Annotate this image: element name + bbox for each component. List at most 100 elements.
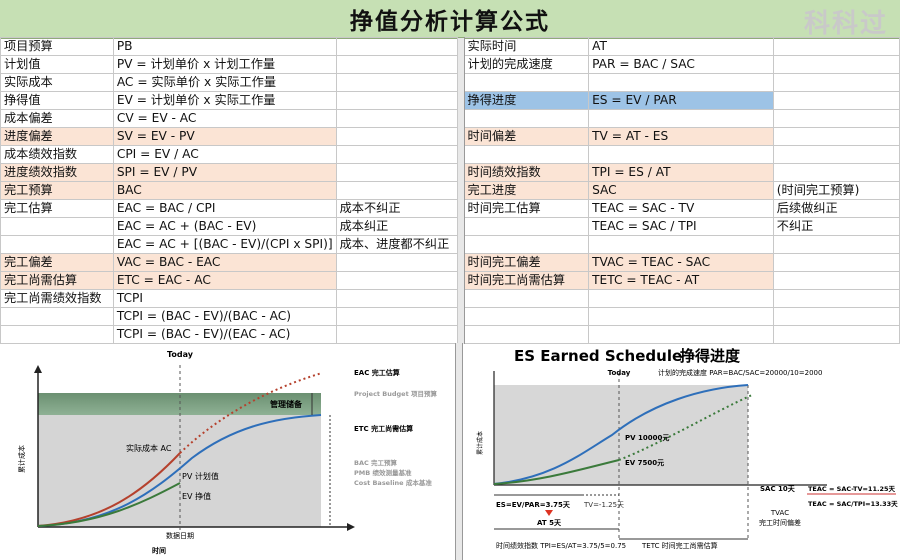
right-name-cell: 挣得进度 [463,91,590,110]
at-marker-icon [545,510,553,516]
left-note-cell: 成本纠正 [335,217,458,236]
right-name-cell [463,235,590,254]
right-name-cell [463,217,590,236]
pv-label: PV 计划值 [182,471,219,481]
right-note-cell [772,325,900,344]
right-formula-cell: TV = AT - ES [588,127,774,146]
ev-label: EV 挣值 [182,491,211,501]
right-note-cell [772,73,900,92]
left-name-cell: 进度偏差 [0,127,114,146]
left-name-cell [0,307,114,326]
right-formula-cell: TETC = TEAC - AT [588,271,774,290]
column-gap [456,271,465,290]
left-note-cell [335,73,458,92]
left-formula-cell: EV = 计划单价 x 实际工作量 [112,91,337,110]
ev-curve [37,482,181,527]
at-label: AT 5天 [537,519,562,527]
right-note-cell: 不纠正 [772,217,900,236]
right-formula-cell: TEAC = SAC / TPI [588,217,774,236]
right-name-cell [463,325,590,344]
table-row: TCPI = (BAC - EV)/(EAC - AC) [0,325,900,344]
right-name-cell [463,307,590,326]
right-note-cell [772,163,900,182]
left-formula-cell: VAC = BAC - EAC [112,253,337,272]
left-note-cell: 成本不纠正 [335,199,458,218]
left-formula-cell: SPI = EV / PV [112,163,337,182]
left-note-cell [335,307,458,326]
table-row: 计划值 PV = 计划单价 x 计划工作量 计划的完成速度 PAR = BAC / S… [0,55,900,74]
left-formula-cell: EAC = AC + [(BAC - EV)/(CPI x SPI)] [112,235,337,254]
table-row: 进度绩效指数 SPI = EV / PV 时间绩效指数 TPI = ES / AT [0,163,900,182]
left-note-cell [335,163,458,182]
es-title-cn: 挣得进度 [680,347,741,365]
right-formula-cell: PAR = BAC / SAC [588,55,774,74]
right-note-cell [772,253,900,272]
table-row: TCPI = (BAC - EV)/(BAC - AC) [0,307,900,326]
right-name-cell: 计划的完成速度 [463,55,590,74]
today-label: Today [608,369,631,377]
right-note-cell [772,37,900,56]
left-formula-cell: PB [112,37,337,56]
table-row: 完工尚需估算 ETC = EAC - AC 时间完工尚需估算 TETC = TEAC … [0,271,900,290]
es-diagram: ES Earned Schedule 挣得进度 Today 计划的完成速度 PA… [476,347,898,550]
left-formula-cell: SV = EV - PV [112,127,337,146]
right-name-cell: 完工进度 [463,181,590,200]
x-arrow-icon [347,523,355,531]
right-formula-cell: SAC [588,181,774,200]
table-row: 完工尚需绩效指数 TCPI [0,289,900,308]
formula-table: 项目预算 PB 实际时间 AT 计划值 PV = 计划单价 x 计划工作量 计划的完成速度 P… [0,37,900,344]
left-formula-cell: PV = 计划单价 x 计划工作量 [112,55,337,74]
left-formula-cell: TCPI = (BAC - EV)/(BAC - AC) [112,307,337,326]
left-note-cell: 成本、进度都不纠正 [335,235,458,254]
ac-curve [37,452,181,527]
table-row: 完工预算 BAC 完工进度 SAC (时间完工预算) [0,181,900,200]
column-gap [456,73,465,92]
teac-label-2: TEAC = SAC/TPI=13.33天 [808,500,898,508]
column-gap [456,199,465,218]
left-note-cell [335,37,458,56]
right-formula-cell [588,109,774,128]
right-formula-cell: TPI = ES / AT [588,163,774,182]
left-name-cell: 完工尚需绩效指数 [0,289,114,308]
left-formula-cell: BAC [112,181,337,200]
left-name-cell [0,235,114,254]
column-gap [456,145,465,164]
table-row: EAC = AC + [(BAC - EV)/(CPI x SPI)] 成本、进度… [0,235,900,254]
left-name-cell: 计划值 [0,55,114,74]
watermark: 科科过 [803,9,888,39]
right-note-cell [772,109,900,128]
left-name-cell [0,217,114,236]
left-name-cell: 实际成本 [0,73,114,92]
left-formula-cell: EAC = BAC / CPI [112,199,337,218]
left-formula-cell: TCPI = (BAC - EV)/(EAC - AC) [112,325,337,344]
left-formula-cell: CV = EV - AC [112,109,337,128]
column-gap [456,235,465,254]
today-label: Today [167,350,194,359]
page-title: 挣值分析计算公式 [350,9,550,35]
data-date-label: 数据日期 [166,531,194,540]
y-label: 累计成本 [476,431,484,455]
right-formula-cell [588,73,774,92]
left-note-cell [335,55,458,74]
right-formula-cell [588,289,774,308]
left-formula-cell: CPI = EV / AC [112,145,337,164]
project-budget-label: Project Budget 项目预算 [354,389,437,398]
right-formula-cell [588,325,774,344]
table-row: 完工偏差 VAC = BAC - EAC 时间完工偏差 TVAC = TEAC - S… [0,253,900,272]
right-note-cell [772,289,900,308]
column-gap [456,325,465,344]
right-note-cell [772,127,900,146]
left-name-cell: 完工偏差 [0,253,114,272]
mgmt-reserve-label: 管理储备 [270,399,303,409]
tpi-label: 时间绩效指数 TPI=ES/AT=3.75/5=0.75 [496,541,626,550]
ev-curve [493,459,620,485]
left-name-cell: 完工估算 [0,199,114,218]
y-label: 累计成本 [17,445,26,473]
tvac-label-1: TVAC [770,509,789,517]
column-gap [456,127,465,146]
eac-label: EAC 完工估算 [354,368,400,377]
x-label: 时间 [152,546,166,555]
left-note-cell [335,181,458,200]
left-note-cell [335,145,458,164]
right-note-cell [772,235,900,254]
